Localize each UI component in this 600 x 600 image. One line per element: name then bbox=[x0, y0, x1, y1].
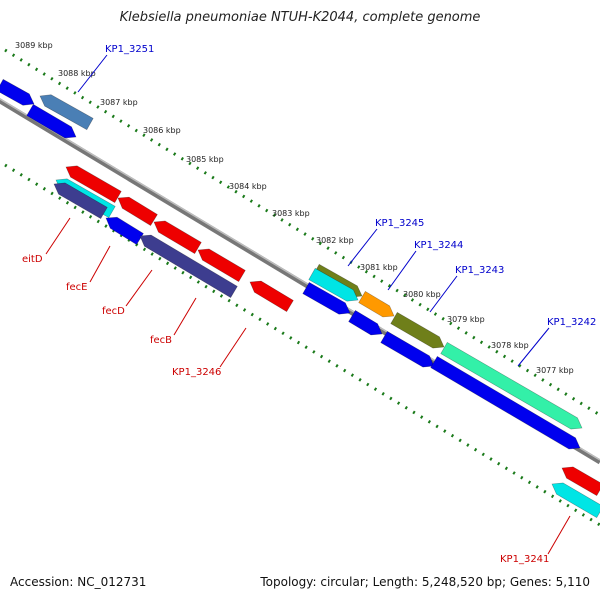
kbp-tick-label: 3081 kbp bbox=[360, 263, 398, 272]
gene-callouts: KP1_3251 KP1_3245 KP1_3244 KP1_3243 KP1_3242… bbox=[22, 44, 596, 565]
gene-arrow bbox=[430, 355, 581, 450]
kbp-tick-label: 3085 kbp bbox=[186, 155, 224, 164]
gene-arrow bbox=[358, 290, 395, 318]
gene-arrow bbox=[308, 267, 359, 302]
gene-arrow bbox=[39, 94, 94, 131]
callout-line bbox=[517, 327, 550, 367]
map-title: Klebsiella pneumoniae NTUH-K2044, comple… bbox=[119, 10, 481, 25]
gene-arrow bbox=[551, 482, 600, 519]
reverse-gene-label: KP1_3246 bbox=[172, 367, 221, 378]
kbp-tick-label: 3077 kbp bbox=[536, 366, 574, 375]
gene-tracks bbox=[0, 78, 600, 519]
reverse-gene-label: eitD bbox=[22, 254, 43, 265]
forward-gene-label: KP1_3251 bbox=[105, 44, 154, 55]
gene-arrow bbox=[53, 182, 108, 220]
forward-gene-label: KP1_3245 bbox=[375, 218, 424, 229]
kbp-tick-label: 3079 kbp bbox=[447, 315, 485, 324]
callout-line bbox=[77, 54, 108, 93]
callout-line bbox=[547, 515, 571, 555]
gene-arrow bbox=[153, 220, 202, 255]
kbp-tick-label: 3084 kbp bbox=[229, 182, 267, 191]
callout-line bbox=[89, 245, 111, 283]
callout-line bbox=[219, 327, 247, 368]
outer-tick-track bbox=[4, 48, 600, 417]
callout-line bbox=[45, 217, 71, 255]
callout-line bbox=[347, 228, 378, 267]
gene-arrow bbox=[139, 234, 238, 298]
gene-arrow bbox=[105, 216, 144, 245]
callout-line bbox=[429, 275, 458, 313]
accession-label: Accession: NC_012731 bbox=[10, 575, 147, 589]
kbp-tick-label: 3087 kbp bbox=[100, 98, 138, 107]
forward-gene-label: KP1_3242 bbox=[547, 317, 596, 328]
kbp-tick-label: 3083 kbp bbox=[272, 209, 310, 218]
callout-line bbox=[125, 269, 153, 307]
callout-line bbox=[387, 250, 417, 291]
kbp-tick-label: 3078 kbp bbox=[491, 341, 529, 350]
kbp-ticks: 3089 kbp 3088 kbp 3087 kbp 3086 kbp 3085 kbp… bbox=[15, 41, 574, 375]
gene-arrow bbox=[348, 310, 383, 336]
gene-arrow bbox=[65, 165, 122, 204]
gene-arrow bbox=[26, 103, 77, 139]
gene-arrow bbox=[302, 281, 351, 315]
kbp-tick-label: 3082 kbp bbox=[316, 236, 354, 245]
gene-arrow bbox=[0, 78, 35, 106]
kbp-tick-label: 3088 kbp bbox=[58, 69, 96, 78]
reverse-gene-label: fecE bbox=[66, 282, 88, 293]
reverse-gene-label: fecB bbox=[150, 335, 172, 346]
gene-arrow bbox=[561, 466, 600, 497]
gene-arrow bbox=[440, 341, 583, 430]
reverse-gene-label: fecD bbox=[102, 306, 125, 317]
kbp-tick-label: 3080 kbp bbox=[403, 290, 441, 299]
gene-arrow bbox=[390, 311, 445, 349]
kbp-tick-label: 3089 kbp bbox=[15, 41, 53, 50]
topology-label: Topology: circular; Length: 5,248,520 bp… bbox=[260, 575, 590, 589]
callout-line bbox=[173, 297, 197, 336]
forward-gene-label: KP1_3243 bbox=[455, 265, 504, 276]
gene-arrow bbox=[117, 196, 158, 226]
gene-arrow bbox=[249, 280, 294, 312]
reverse-gene-label: KP1_3241 bbox=[500, 554, 549, 565]
forward-gene-label: KP1_3244 bbox=[414, 240, 463, 251]
kbp-tick-label: 3086 kbp bbox=[143, 126, 181, 135]
gene-arrow bbox=[380, 330, 435, 368]
gene-arrow bbox=[197, 248, 246, 283]
